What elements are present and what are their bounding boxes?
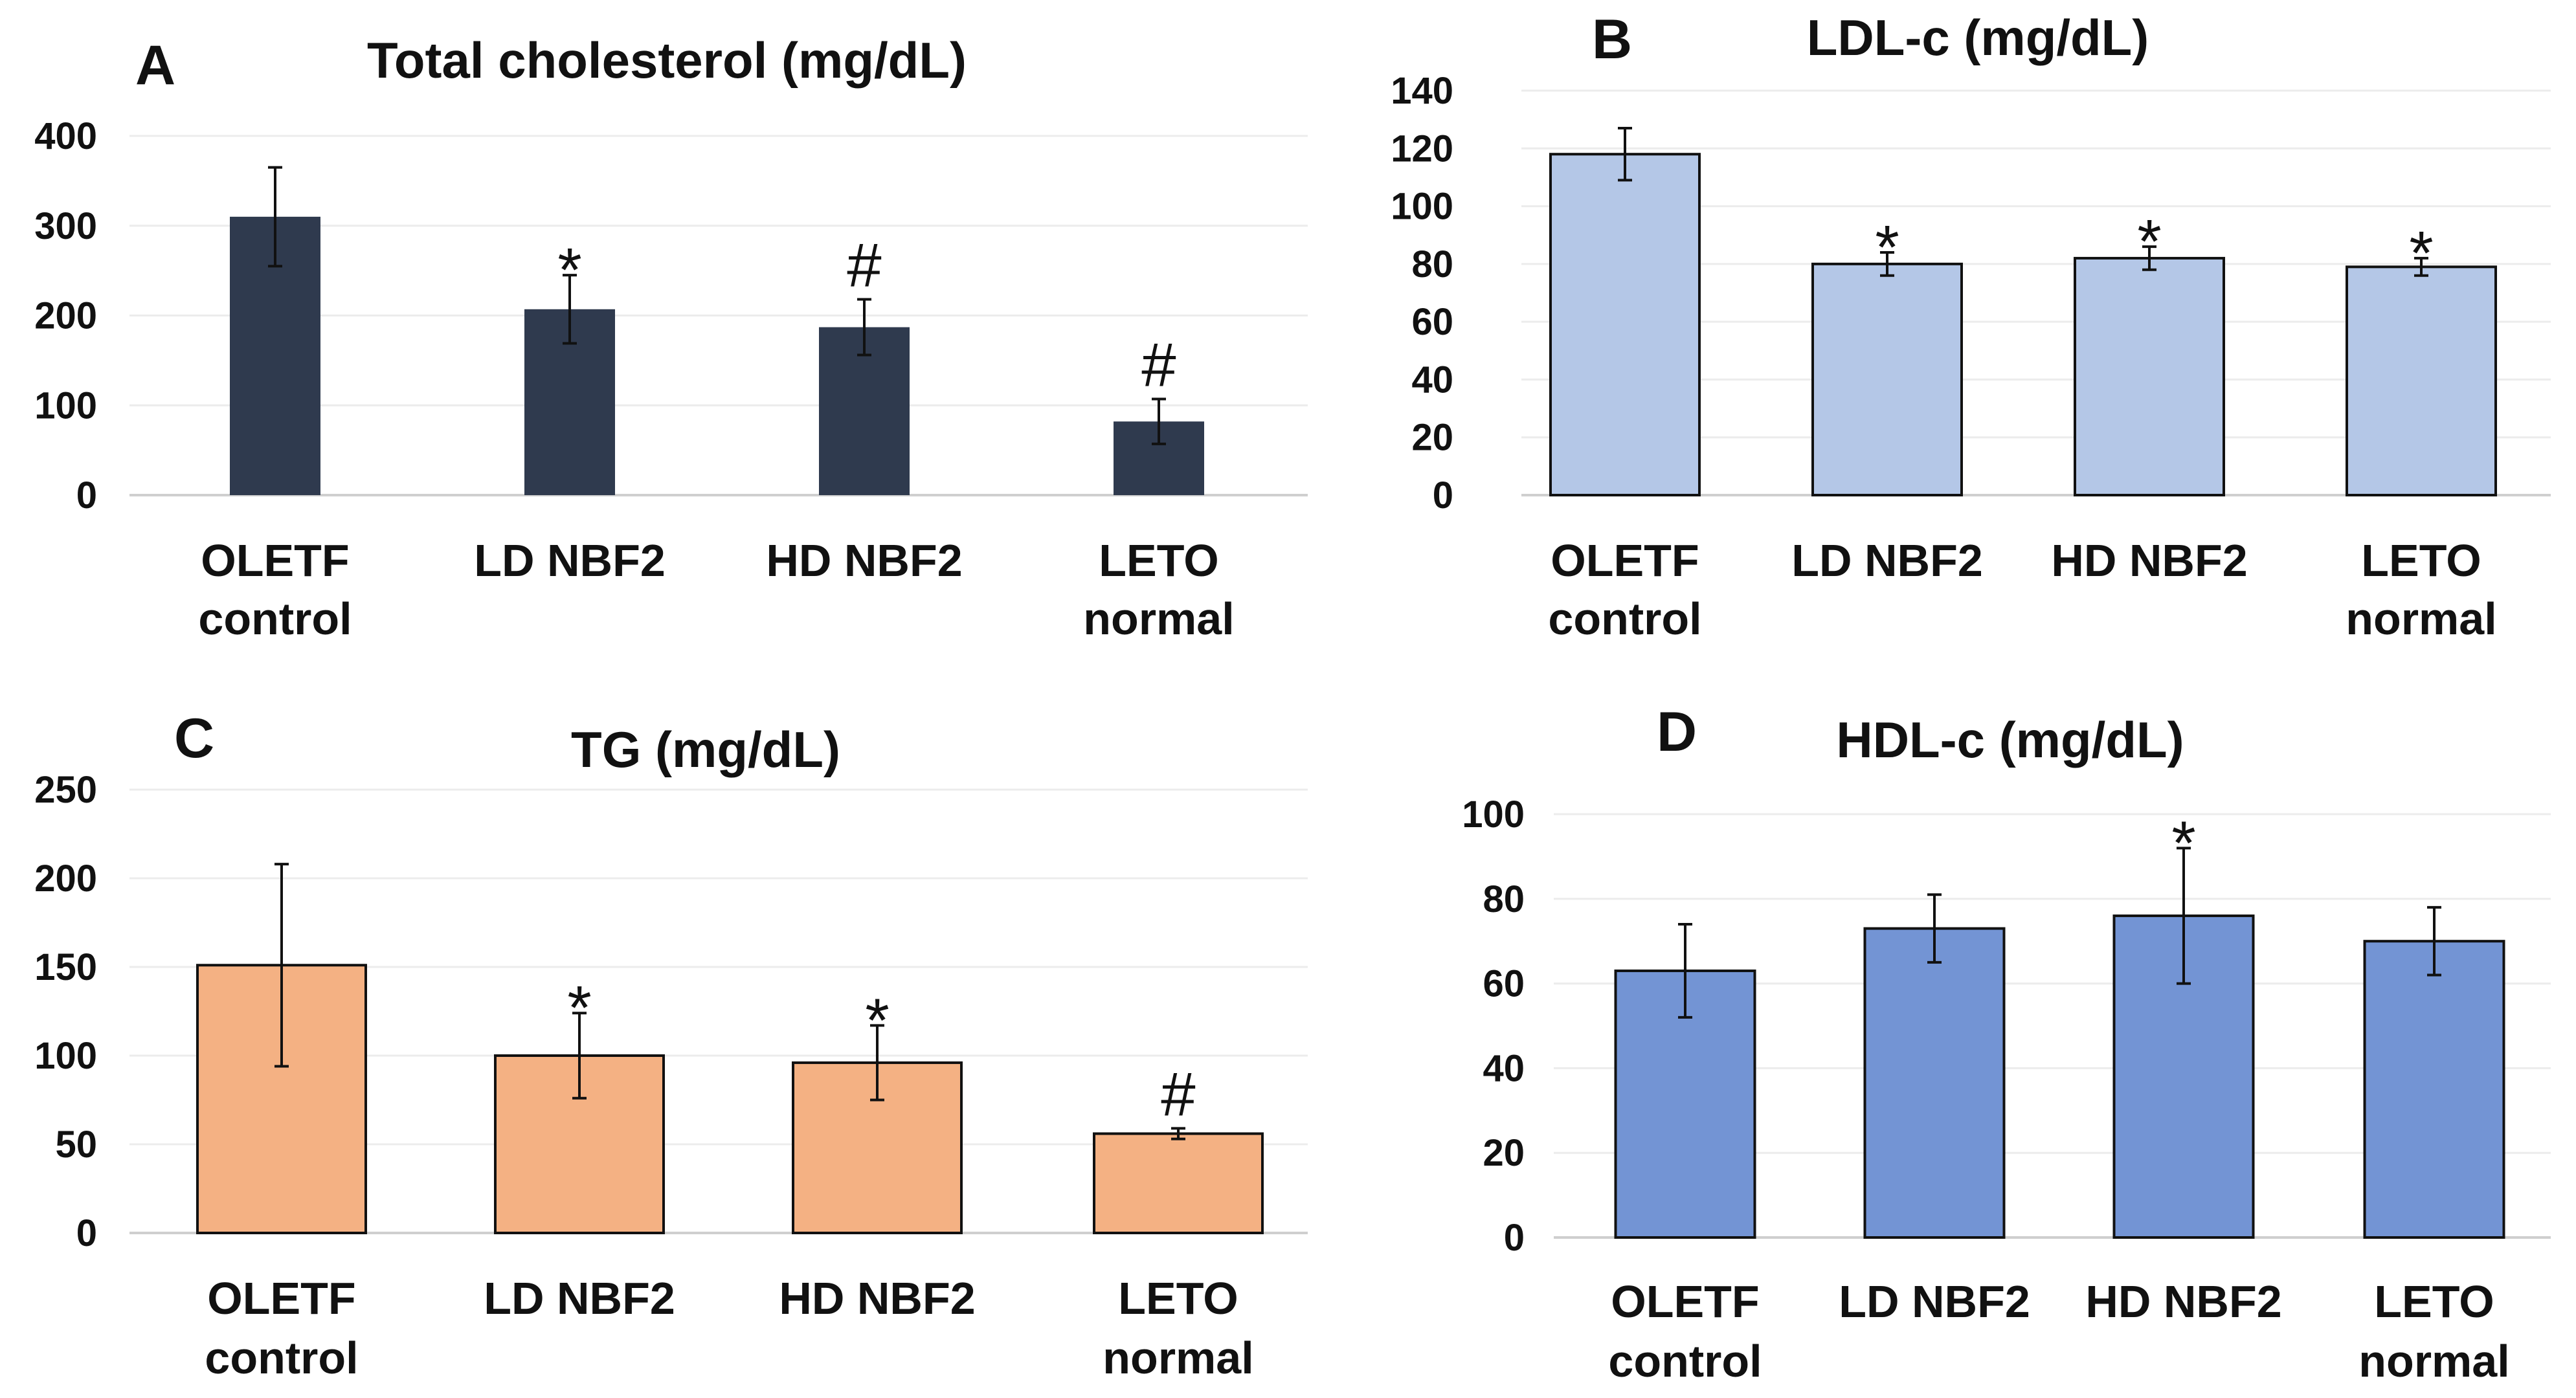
- y-tick-label-d-100: 100: [1462, 793, 1525, 836]
- y-tick-label-b-40: 40: [1411, 359, 1453, 401]
- category-label-line-c-2-1: LD NBF2: [484, 1273, 675, 1324]
- panel-letter-a: A: [135, 34, 175, 96]
- significance-mark-c-3: *: [865, 986, 889, 1055]
- y-tick-label-b-120: 120: [1391, 128, 1453, 170]
- y-tick-label-a-400: 400: [34, 115, 97, 157]
- category-label-d-2: LD NBF2: [1839, 1276, 2030, 1327]
- y-tick-label-b-80: 80: [1411, 243, 1453, 285]
- category-label-c-2: LD NBF2: [484, 1273, 675, 1324]
- y-tick-label-d-0: 0: [1504, 1217, 1525, 1259]
- category-label-d-3: HD NBF2: [2085, 1276, 2281, 1327]
- category-label-b-2: LD NBF2: [1791, 535, 1983, 586]
- significance-mark-c-4: #: [1161, 1060, 1195, 1129]
- y-tick-label-c-100: 100: [34, 1035, 97, 1077]
- significance-mark-b-3: *: [2137, 207, 2161, 276]
- y-tick-label-c-50: 50: [55, 1124, 97, 1166]
- category-label-line-b-4-2: normal: [2346, 594, 2496, 644]
- category-label-line-a-4-1: LETO: [1099, 535, 1218, 586]
- y-tick-label-a-200: 200: [34, 295, 97, 337]
- y-tick-label-b-20: 20: [1411, 417, 1453, 459]
- bar-b-2: [1811, 262, 1963, 496]
- category-label-b-1: OLETF control: [1548, 535, 1701, 644]
- bar-b-1: [1549, 153, 1701, 496]
- category-label-line-a-3-1: HD NBF2: [766, 535, 962, 586]
- category-label-line-d-1-1: OLETF: [1611, 1276, 1759, 1327]
- bar-b-3: [2074, 256, 2225, 496]
- category-label-line-d-1-2: control: [1608, 1336, 1762, 1386]
- category-label-line-a-2-1: LD NBF2: [474, 535, 666, 586]
- y-tick-label-c-200: 200: [34, 858, 97, 900]
- panel-d: D HDL-c (mg/dL) 0 20 40 60 80 100 OLETF control LD…: [1462, 701, 2551, 1386]
- category-label-line-a-1-1: OLETF: [201, 535, 349, 586]
- panel-title-a: Total cholesterol (mg/dL): [367, 32, 967, 89]
- category-label-line-c-1-1: OLETF: [207, 1273, 355, 1324]
- category-label-line-c-1-2: control: [205, 1333, 358, 1383]
- y-tick-label-c-150: 150: [34, 946, 97, 988]
- category-label-line-d-4-1: LETO: [2374, 1276, 2494, 1327]
- y-tick-label-b-60: 60: [1411, 301, 1453, 343]
- significance-mark-a-4: #: [1141, 331, 1176, 400]
- significance-mark-d-3: *: [2171, 808, 2195, 878]
- category-label-line-c-4-1: LETO: [1118, 1273, 1238, 1324]
- category-label-a-2: LD NBF2: [474, 535, 666, 586]
- y-tick-label-c-250: 250: [34, 769, 97, 811]
- significance-mark-c-2: *: [567, 973, 591, 1043]
- category-label-line-a-1-2: control: [198, 594, 352, 644]
- category-label-d-4: LETO normal: [2358, 1276, 2509, 1386]
- category-label-line-b-4-1: LETO: [2361, 535, 2481, 586]
- panel-c: C TG (mg/dL) 0 50 100 150 200 250 OLETF control * L…: [34, 707, 1308, 1383]
- panel-letter-d: D: [1657, 701, 1697, 763]
- bar-c-4: [1093, 1132, 1264, 1235]
- category-label-c-1: OLETF control: [205, 1273, 358, 1383]
- bar-d-2: [1863, 927, 2006, 1239]
- category-label-line-b-1-1: OLETF: [1551, 535, 1699, 586]
- y-tick-label-b-140: 140: [1391, 70, 1453, 112]
- y-tick-label-d-20: 20: [1483, 1132, 1525, 1174]
- y-tick-label-d-80: 80: [1483, 878, 1525, 920]
- category-label-line-d-3-1: HD NBF2: [2085, 1276, 2281, 1327]
- panel-letter-b: B: [1592, 8, 1632, 71]
- panel-a: A Total cholesterol (mg/dL) 0 100 200 300 400 O…: [34, 32, 1308, 644]
- category-label-a-4: LETO normal: [1083, 535, 1234, 644]
- category-label-line-a-4-2: normal: [1083, 594, 1234, 644]
- category-label-line-d-2-1: LD NBF2: [1839, 1276, 2030, 1327]
- panel-title-c: TG (mg/dL): [571, 721, 840, 778]
- panel-b: B LDL-c (mg/dL) 0 20 40 60 80 100 120 140 OLETF con…: [1391, 8, 2551, 644]
- panel-title-b: LDL-c (mg/dL): [1807, 9, 2149, 66]
- y-tick-label-b-100: 100: [1391, 186, 1453, 228]
- y-tick-label-a-100: 100: [34, 384, 97, 427]
- category-label-line-c-3-1: HD NBF2: [779, 1273, 975, 1324]
- category-label-line-d-4-2: normal: [2358, 1336, 2509, 1386]
- y-tick-label-d-40: 40: [1483, 1047, 1525, 1089]
- category-label-c-4: LETO normal: [1103, 1273, 1253, 1383]
- bar-b-4: [2346, 265, 2497, 496]
- significance-mark-b-4: *: [2409, 219, 2433, 288]
- category-label-line-c-4-2: normal: [1103, 1333, 1253, 1383]
- category-label-b-3: HD NBF2: [2051, 535, 2247, 586]
- bar-d-4: [2363, 940, 2505, 1239]
- category-label-a-1: OLETF control: [198, 535, 352, 644]
- category-label-c-3: HD NBF2: [779, 1273, 975, 1324]
- significance-mark-a-2: *: [557, 236, 581, 305]
- category-label-line-b-1-2: control: [1548, 594, 1701, 644]
- significance-mark-a-3: #: [847, 231, 881, 300]
- category-label-b-4: LETO normal: [2346, 535, 2496, 644]
- y-tick-label-a-0: 0: [76, 474, 97, 516]
- panel-title-d: HDL-c (mg/dL): [1836, 711, 2184, 768]
- y-tick-label-c-0: 0: [76, 1212, 97, 1254]
- y-tick-label-b-0: 0: [1433, 474, 1453, 516]
- y-tick-label-d-60: 60: [1483, 963, 1525, 1005]
- category-label-line-b-2-1: LD NBF2: [1791, 535, 1983, 586]
- significance-mark-b-2: *: [1875, 213, 1899, 282]
- category-label-line-b-3-1: HD NBF2: [2051, 535, 2247, 586]
- category-label-a-3: HD NBF2: [766, 535, 962, 586]
- panel-letter-c: C: [174, 707, 214, 770]
- y-tick-label-a-300: 300: [34, 205, 97, 247]
- category-label-d-1: OLETF control: [1608, 1276, 1762, 1386]
